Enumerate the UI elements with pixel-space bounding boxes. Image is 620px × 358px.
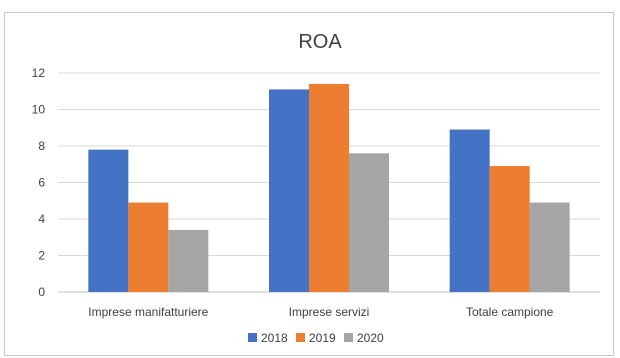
bar-2019-2 xyxy=(309,83,349,292)
legend-label-2019: 2019 xyxy=(309,331,336,345)
bar-2019-1 xyxy=(128,202,169,292)
category-label: Imprese manifatturiere xyxy=(88,305,208,319)
bar-2019-3 xyxy=(489,166,530,292)
legend: 2018 2019 2020 xyxy=(248,331,384,345)
bar-2018-1 xyxy=(88,149,129,292)
legend-swatch-2020 xyxy=(344,333,353,342)
bar-2018-3 xyxy=(449,129,490,292)
y-tick-label: 12 xyxy=(32,66,46,80)
x-axis-labels: Imprese manifatturiere Imprese servizi Tot… xyxy=(88,305,553,319)
y-tick-label: 0 xyxy=(38,285,45,299)
category-label: Imprese servizi xyxy=(289,305,370,319)
bars xyxy=(88,83,570,292)
y-axis-ticks: 0 2 4 6 8 10 12 xyxy=(32,66,46,299)
y-tick-label: 6 xyxy=(38,176,45,190)
legend-swatch-2018 xyxy=(248,333,257,342)
bar-2018-2 xyxy=(269,89,309,292)
bar-2020-1 xyxy=(168,229,209,292)
y-tick-label: 8 xyxy=(38,139,45,153)
y-tick-label: 4 xyxy=(38,212,45,226)
y-tick-label: 2 xyxy=(38,249,45,263)
legend-label-2020: 2020 xyxy=(357,331,384,345)
y-tick-label: 10 xyxy=(32,103,46,117)
legend-swatch-2019 xyxy=(296,333,305,342)
legend-label-2018: 2018 xyxy=(261,331,288,345)
category-label: Totale campione xyxy=(466,305,554,319)
bar-2020-3 xyxy=(529,202,570,292)
chart-title: ROA xyxy=(298,31,342,53)
bar-2020-2 xyxy=(349,153,389,292)
